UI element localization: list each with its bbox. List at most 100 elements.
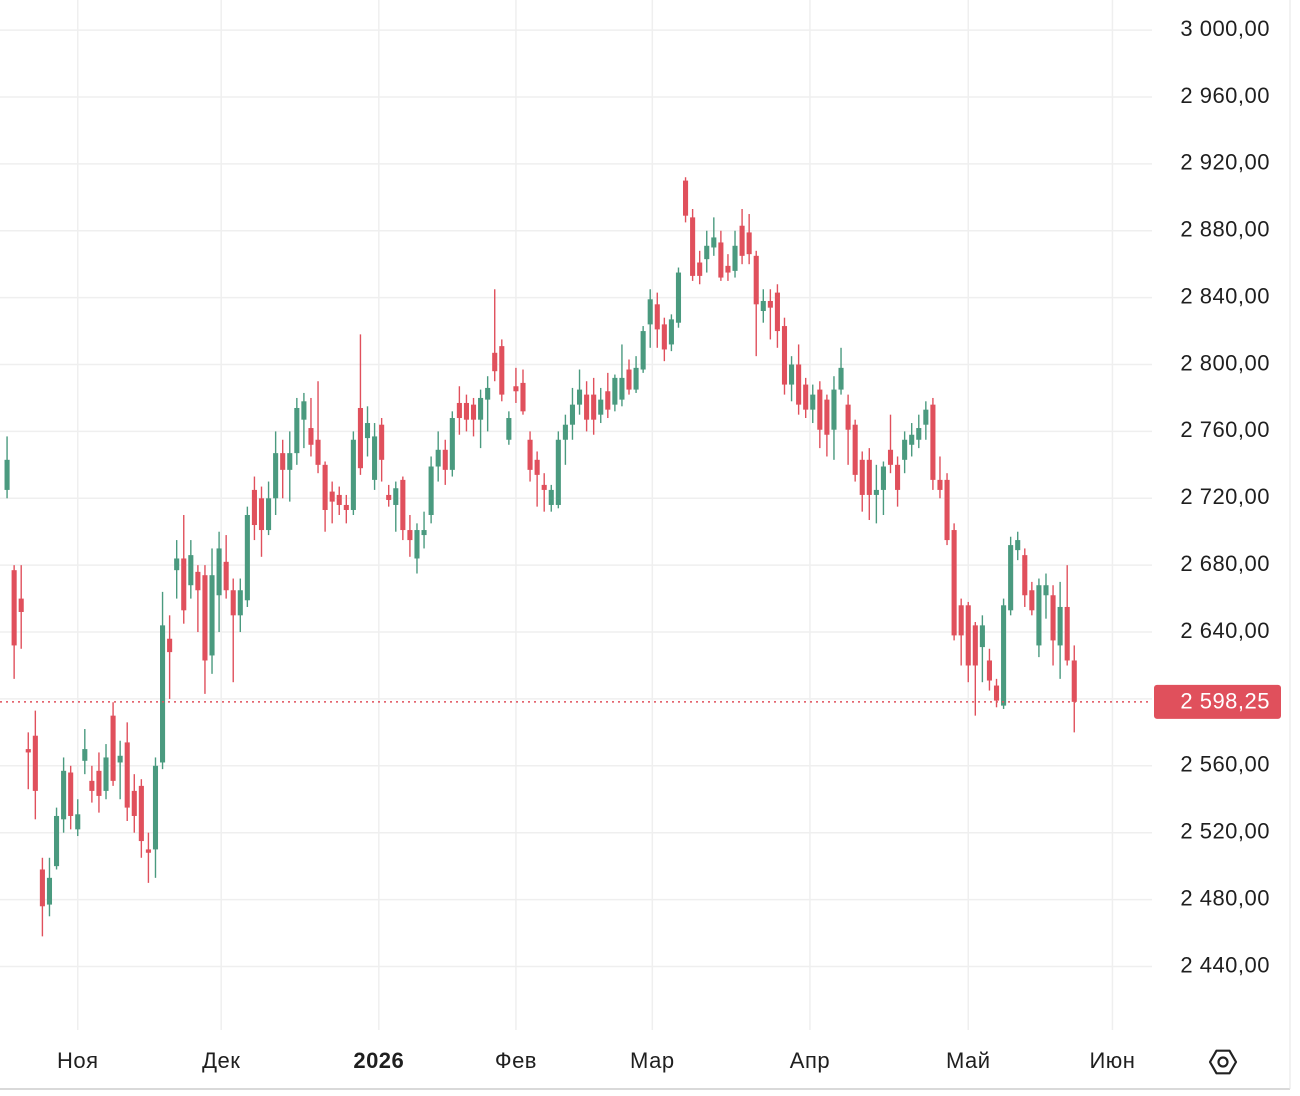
candle-body	[478, 397, 484, 420]
candle-body	[555, 439, 561, 505]
y-tick-label: 2 960,00	[1180, 83, 1270, 108]
candle-body	[11, 570, 17, 646]
candle-body	[414, 530, 420, 559]
candle-body	[548, 489, 554, 505]
y-tick-label: 2 720,00	[1180, 484, 1270, 509]
candle-body	[541, 484, 547, 490]
candle-body	[993, 685, 1000, 701]
candle-body	[732, 245, 738, 271]
candle-body	[103, 757, 109, 791]
candle-body	[838, 367, 844, 390]
candle-body	[887, 449, 894, 465]
candle-body	[75, 814, 81, 830]
last-price-label: 2 598,25	[1180, 689, 1270, 714]
candle-body	[626, 369, 632, 390]
y-tick-label: 2 680,00	[1180, 551, 1270, 576]
candle-body	[216, 548, 222, 596]
y-tick-label: 2 440,00	[1180, 952, 1270, 977]
candle-body	[1064, 606, 1070, 661]
candle-body	[1036, 585, 1042, 646]
candle-body	[46, 877, 53, 905]
candle-body	[379, 424, 385, 460]
candle-body	[202, 575, 208, 661]
candle-body	[181, 558, 187, 611]
candle-body	[789, 364, 795, 385]
candle-body	[951, 530, 957, 636]
candle-body	[781, 326, 788, 385]
candle-body	[223, 561, 229, 591]
y-tick-label: 2 920,00	[1180, 150, 1270, 175]
candle-body	[61, 770, 67, 820]
candle-body	[930, 404, 936, 480]
candle-body	[294, 407, 300, 454]
candle-body	[633, 367, 639, 390]
candle-body	[336, 494, 342, 505]
x-tick-label: Дек	[202, 1048, 240, 1073]
x-tick-label: Июн	[1089, 1048, 1135, 1073]
candle-body	[866, 459, 872, 495]
candle-body	[442, 449, 448, 470]
candle-body	[683, 180, 689, 216]
candle-body	[711, 237, 717, 248]
candle-body	[895, 464, 901, 490]
candle-body	[803, 384, 809, 410]
candle-body	[258, 498, 265, 531]
candle-body	[124, 742, 130, 808]
candle-body	[810, 394, 816, 410]
candle-body	[237, 590, 243, 616]
candle-body	[1015, 540, 1021, 551]
candle-body	[117, 755, 123, 763]
candle-body	[513, 386, 519, 392]
candle-body	[287, 453, 293, 470]
y-tick-label: 2 800,00	[1180, 350, 1270, 375]
candle-body	[739, 225, 745, 256]
y-tick-label: 2 840,00	[1180, 283, 1270, 308]
candle-body	[301, 401, 307, 420]
candle-body	[160, 625, 166, 763]
candle-body	[725, 265, 731, 273]
candle-body	[138, 785, 144, 842]
candle-body	[817, 389, 823, 430]
candle-body	[400, 479, 406, 531]
candle-body	[972, 625, 978, 666]
candle-body	[760, 300, 766, 312]
candle-body	[859, 459, 865, 495]
candle-body	[591, 394, 597, 420]
candle-body	[958, 605, 964, 636]
candle-body	[718, 242, 724, 278]
candle-body	[273, 453, 279, 499]
candle-body	[32, 735, 38, 791]
candle-body	[909, 434, 915, 445]
candle-body	[704, 245, 710, 260]
candle-body	[746, 232, 752, 255]
axes: 3 000,00 2 960,00 2 920,00 2 880,00 2 840,00…	[57, 16, 1281, 1073]
candles	[0, 177, 1152, 937]
candle-body	[598, 399, 604, 415]
candle-body	[506, 418, 512, 440]
y-tick-label: 2 480,00	[1180, 885, 1270, 910]
candle-body	[372, 436, 378, 480]
candle-body	[1029, 590, 1035, 611]
x-tick-label: 2026	[353, 1048, 404, 1073]
candle-body	[520, 382, 526, 412]
candle-body	[562, 424, 568, 440]
candle-body	[82, 749, 88, 761]
candle-body	[315, 439, 321, 465]
candle-body	[350, 439, 356, 510]
candle-body	[266, 498, 272, 531]
candle-body	[96, 770, 102, 796]
candle-body	[1022, 555, 1028, 596]
settings-button[interactable]	[1208, 1049, 1238, 1075]
candle-body	[421, 530, 427, 536]
candle-body	[937, 479, 943, 490]
candle-body	[145, 849, 151, 853]
candle-body	[167, 638, 173, 653]
candle-body	[195, 571, 201, 591]
candle-body	[923, 409, 929, 425]
y-tick-label: 2 880,00	[1180, 217, 1270, 242]
candle-body	[661, 324, 667, 350]
candle-body	[675, 272, 682, 323]
candle-body	[470, 404, 477, 420]
